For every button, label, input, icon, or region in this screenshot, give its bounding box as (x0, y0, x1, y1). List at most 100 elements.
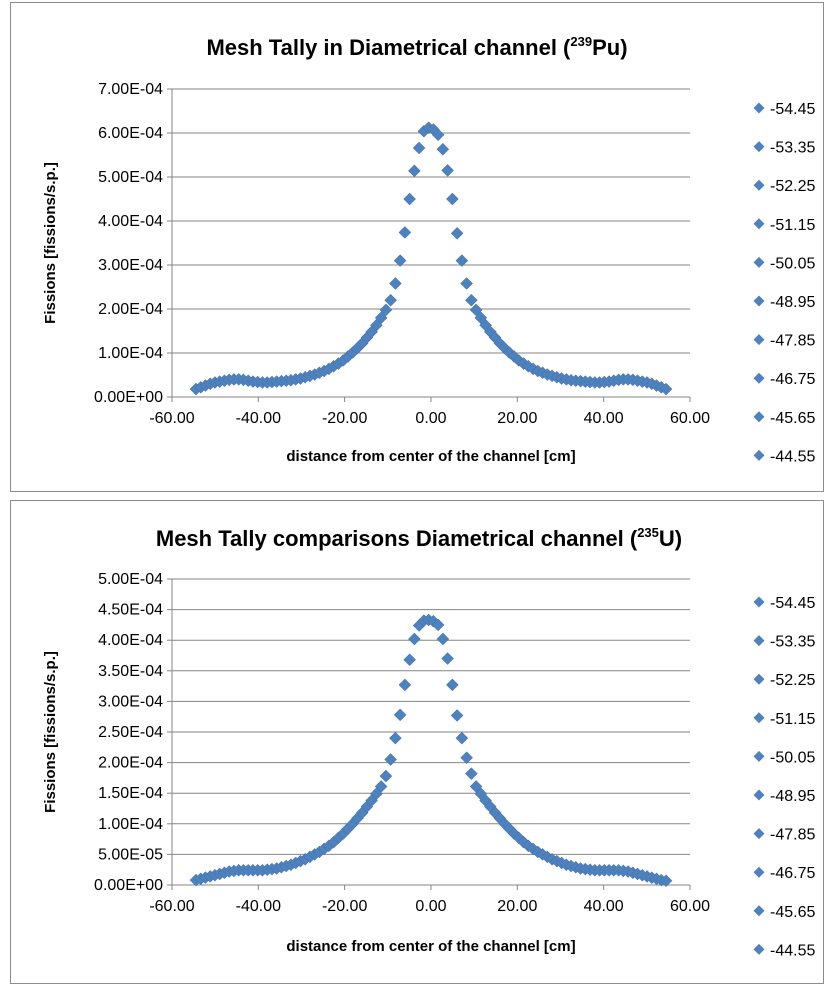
x-tick-label: 0.00 (415, 410, 446, 427)
legend-marker (753, 635, 765, 647)
x-tick-label: 20.00 (497, 898, 537, 915)
legend-label: -52.25 (770, 178, 815, 195)
legend-marker (753, 256, 765, 268)
legend-label: -50.05 (770, 255, 815, 272)
legend-marker (753, 334, 765, 346)
chart-panel-u235: Mesh Tally comparisons Diametrical chann… (10, 500, 824, 984)
chart-title: Mesh Tally comparisons Diametrical chann… (156, 525, 682, 551)
chart-u235: Mesh Tally comparisons Diametrical chann… (42, 525, 815, 959)
legend: -54.45 -53.35 -52.25 -51.15 -50.05 -48.95 -47.… (753, 595, 815, 959)
chart-panel-pu239: Mesh Tally in Diametrical channel (239Pu… (10, 2, 824, 492)
x-tick-label: 0.00 (415, 898, 446, 915)
data-point (408, 632, 421, 646)
data-point (659, 382, 673, 396)
y-tick-labels: 0.00E+00 1.00E-04 2.00E-04 3.00E-04 4.00E-04… (94, 81, 163, 406)
data-point (384, 753, 397, 766)
x-tick-labels: -60.00 -40.00 -20.00 0.00 20.00 40.00 60.00 (149, 410, 710, 427)
x-tick-label: -60.00 (149, 410, 194, 427)
data-point (446, 192, 459, 206)
legend-marker (753, 789, 765, 801)
data-point (465, 293, 478, 307)
data-point (431, 128, 445, 142)
legend-label: -47.85 (770, 827, 815, 844)
data-point (374, 311, 388, 325)
y-tick-label: 2.50E-04 (98, 724, 163, 741)
x-axis-label: distance from center of the channel [cm] (286, 938, 575, 955)
legend-label: -47.85 (770, 333, 815, 350)
legend-label: -45.65 (770, 904, 815, 921)
y-tick-label: 1.50E-04 (98, 785, 163, 802)
y-tick-label: 0.00E+00 (94, 877, 163, 894)
y-axis-label: Fissions [fissions/s.p.] (42, 651, 59, 813)
legend-marker (753, 596, 765, 608)
legend-marker (753, 750, 765, 762)
legend: -54.45 -53.35 -52.25 -51.15 -50.05 -48.95 -47.… (753, 101, 815, 465)
data-point (408, 164, 421, 178)
data-point (398, 226, 412, 239)
x-tick-label: 60.00 (670, 410, 710, 427)
gridlines (167, 88, 691, 402)
data-point (436, 632, 450, 646)
legend-label: -50.05 (770, 749, 815, 766)
x-tick-labels: -60.00 -40.00 -20.00 0.00 20.00 40.00 60.00 (149, 898, 710, 915)
data-point (393, 254, 407, 267)
data-point (502, 346, 516, 359)
data-point (379, 303, 393, 317)
legend-label: -54.45 (770, 101, 815, 118)
y-tick-label: 3.00E-04 (98, 257, 163, 274)
legend-marker (753, 295, 765, 307)
data-point (403, 192, 416, 206)
y-tick-label: 0.00E+00 (94, 389, 163, 406)
y-tick-label: 3.00E-04 (98, 693, 163, 710)
data-point (384, 293, 397, 307)
data-point (412, 141, 426, 155)
legend-label: -48.95 (770, 294, 815, 311)
data-point (455, 254, 469, 267)
data-point (469, 303, 483, 317)
x-tick-label: 60.00 (670, 898, 710, 915)
y-tick-label: 3.50E-04 (98, 663, 163, 680)
data-point (450, 709, 464, 722)
data-point (441, 164, 454, 177)
legend-label: -53.35 (770, 634, 815, 651)
legend-label: -45.65 (770, 410, 815, 427)
data-point (431, 618, 445, 632)
y-tick-label: 5.00E-04 (98, 169, 163, 186)
legend-label: -51.15 (770, 217, 815, 234)
data-point (393, 708, 407, 722)
legend-marker (753, 218, 765, 230)
x-tick-label: -20.00 (322, 410, 367, 427)
legend-label: -46.75 (770, 865, 815, 882)
y-tick-label: 6.00E-04 (98, 125, 163, 142)
x-tick-label: 40.00 (584, 410, 624, 427)
x-tick-label: -60.00 (149, 898, 194, 915)
data-point (455, 731, 469, 745)
legend-label: -52.25 (770, 672, 815, 689)
data-point (374, 780, 388, 793)
legend-marker (753, 712, 765, 724)
data-point (507, 827, 521, 840)
x-axis-label: distance from center of the channel [cm] (286, 448, 575, 465)
y-tick-label: 2.00E-04 (98, 755, 163, 772)
legend-label: -44.55 (770, 448, 815, 465)
x-tick-label: -40.00 (236, 898, 281, 915)
legend-marker (753, 673, 765, 685)
y-tick-label: 1.00E-04 (98, 816, 163, 833)
legend-label: -51.15 (770, 711, 815, 728)
data-point (460, 751, 473, 765)
y-axis-label: Fissions [fissions/s.p.] (42, 162, 59, 324)
data-point (659, 874, 673, 888)
legend-label: -44.55 (770, 942, 815, 959)
x-tick-label: -20.00 (322, 898, 367, 915)
x-tick-label: 20.00 (497, 410, 537, 427)
data-point (450, 226, 464, 240)
y-tick-label: 2.00E-04 (98, 301, 163, 318)
legend-label: -48.95 (770, 788, 815, 805)
data-point (379, 769, 393, 783)
x-tick-label: 40.00 (584, 898, 624, 915)
y-tick-label: 4.00E-04 (98, 632, 163, 649)
data-point (436, 142, 450, 156)
data-points (189, 121, 673, 396)
y-tick-label: 7.00E-04 (98, 81, 163, 98)
legend-marker (753, 828, 765, 840)
